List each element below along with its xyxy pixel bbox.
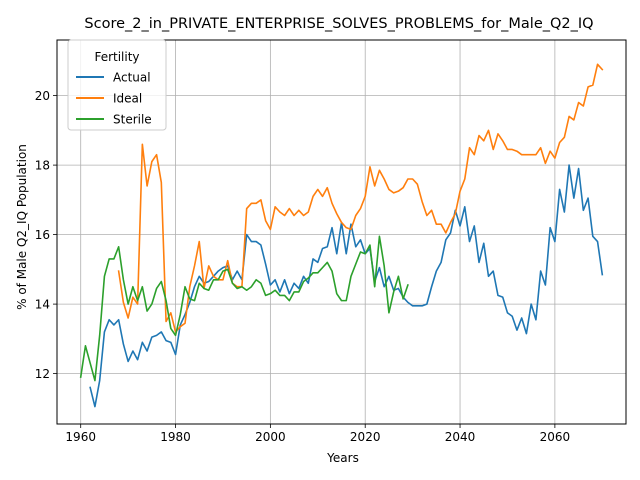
axis-ticks: 1960 1980 2000 2020 2040 2060 12 14 16 18 20 [35, 89, 570, 444]
y-tick-label: 12 [35, 367, 50, 381]
legend: Fertility Actual Ideal Sterile [67, 39, 167, 131]
legend-box [67, 39, 167, 131]
plot-frame [56, 39, 627, 425]
series-lines [79, 63, 604, 408]
x-tick-label: 2040 [445, 430, 476, 444]
y-tick-label: 20 [35, 89, 50, 103]
x-tick-label: 1960 [65, 430, 96, 444]
y-tick-label: 18 [35, 159, 50, 173]
y-tick-label: 14 [35, 298, 50, 312]
legend-label-actual: Actual [113, 71, 151, 85]
x-tick-label: 1980 [160, 430, 191, 444]
series-line-sterile [79, 235, 409, 382]
y-axis-label: % of Male Q2_IQ Population [15, 144, 29, 310]
y-tick-label: 16 [35, 228, 50, 242]
series-line-actual [89, 164, 604, 408]
x-tick-label: 2000 [255, 430, 286, 444]
legend-label-ideal: Ideal [113, 92, 142, 106]
legend-label-sterile: Sterile [113, 113, 152, 127]
x-tick-label: 2020 [350, 430, 381, 444]
x-tick-label: 2060 [540, 430, 571, 444]
chart-title: Score_2_in_PRIVATE_ENTERPRISE_SOLVES_PRO… [84, 16, 593, 32]
x-axis-label: Years [326, 451, 359, 465]
series-line-ideal [117, 63, 604, 333]
legend-title: Fertility [94, 50, 139, 64]
